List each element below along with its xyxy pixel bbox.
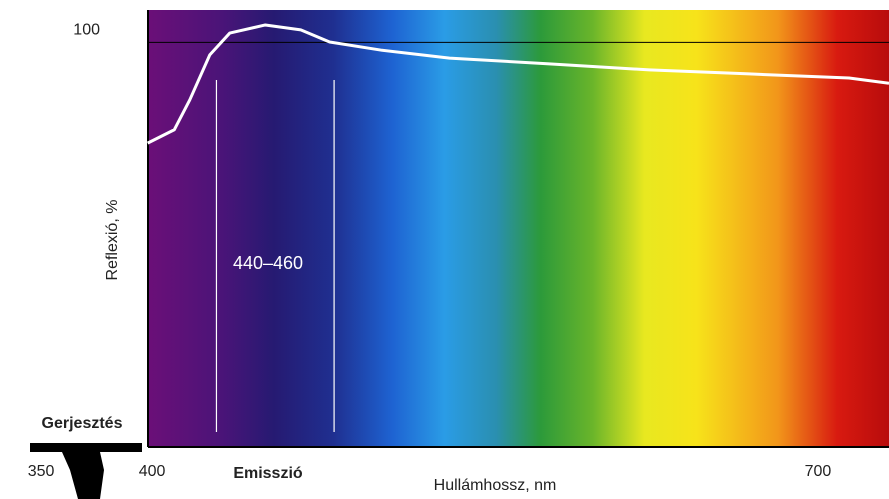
x-axis-label: Hullámhossz, nm	[434, 477, 557, 494]
excitation-bar	[30, 443, 142, 452]
reflectance-line	[146, 23, 889, 145]
spectrum-background	[148, 10, 889, 447]
x-tick-label: 400	[139, 463, 166, 480]
band-label: 440–460	[233, 253, 303, 273]
y-tick-label: 100	[73, 22, 100, 39]
x-tick-label: 350	[28, 463, 55, 480]
y-axis-label: Reflexió, %	[104, 200, 121, 281]
emission-label: Emisszió	[233, 465, 303, 482]
x-tick-label: 700	[805, 463, 832, 480]
excitation-label: Gerjesztés	[42, 415, 123, 432]
excitation-arrow	[62, 452, 104, 499]
